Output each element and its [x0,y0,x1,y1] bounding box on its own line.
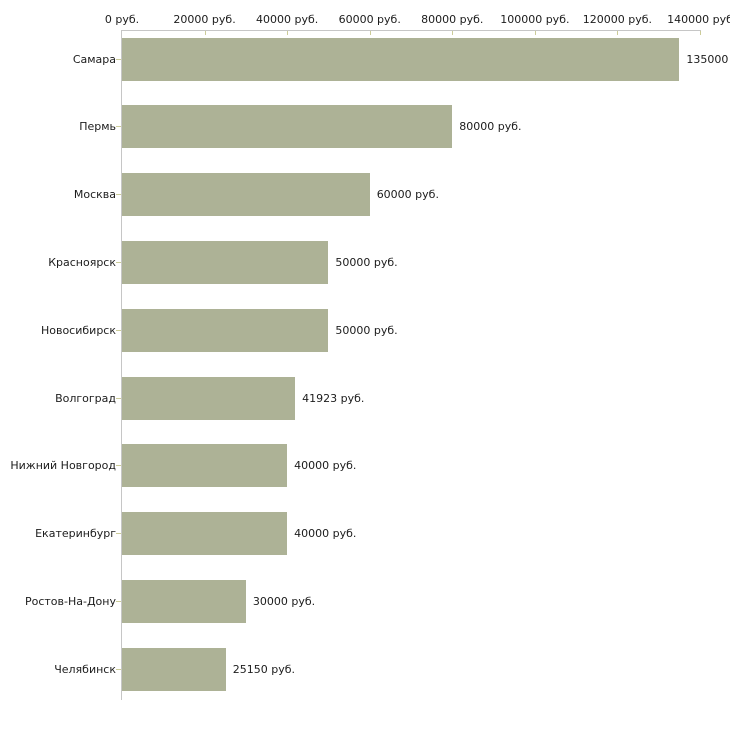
x-axis-tick-mark [535,31,536,35]
category-tick-mark [116,58,121,60]
category-label: Красноярск [48,255,116,269]
value-label: 135000 [686,52,729,66]
bar-row: Екатеринбург 40000 руб. [0,512,730,556]
x-axis-tick-label: 120000 руб. [582,13,653,26]
bar-row: Красноярск 50000 руб. [0,240,730,284]
x-axis-tick-mark [452,31,453,35]
value-label: 50000 руб. [335,255,398,269]
x-axis-tick-mark [700,31,701,35]
category-label: Ростов-На-Дону [24,595,116,609]
bar-Волгоград [122,376,296,420]
category-tick-mark [116,601,121,603]
x-axis-tick-mark [205,31,206,35]
value-label: 40000 руб. [294,527,357,541]
value-label: 50000 руб. [335,323,398,337]
category-tick-mark [116,668,121,670]
bar-row: Самара 135000 [0,37,730,81]
category-tick-mark [116,533,121,535]
category-tick-mark [116,194,121,196]
category-tick-mark [116,126,121,128]
bar-row: Челябинск 25150 руб. [0,647,730,691]
category-label: Новосибирск [40,323,116,337]
category-tick-mark [116,397,121,399]
bar-row: Пермь 80000 руб. [0,105,730,149]
y-axis-line [121,30,122,700]
x-axis-tick-label: 140000 руб [667,13,730,26]
category-label: Волгоград [55,391,116,405]
x-axis-tick-label: 100000 руб. [500,13,570,26]
bar-Самара [122,37,680,81]
x-axis-tick-label: 80000 руб. [421,13,484,26]
x-axis-tick-label: 40000 руб. [256,13,319,26]
x-axis-tick-mark [370,31,371,35]
bar-Красноярск [122,240,329,284]
value-label: 40000 руб. [294,459,357,473]
x-axis-tick-label: 0 руб. [104,13,140,26]
category-label: Москва [73,188,116,202]
x-axis-tick-label: 20000 руб. [173,13,236,26]
bar-row: Москва 60000 руб. [0,173,730,217]
value-label: 41923 руб. [302,391,365,405]
bar-row: Новосибирск 50000 руб. [0,308,730,352]
category-tick-mark [116,329,121,331]
value-label: 60000 руб. [376,188,439,202]
value-label: 30000 руб. [252,595,316,609]
bar-row: Ростов-На-Дону 30000 руб. [0,580,730,624]
category-tick-mark [116,261,121,263]
category-label: Нижний Новгород [10,459,116,473]
category-label: Пермь [79,120,116,134]
category-label: Челябинск [54,662,116,676]
bar-row: Волгоград 41923 руб. [0,376,730,420]
category-label: Самара [72,52,116,66]
value-label: 25150 руб. [232,662,296,676]
bar-Ростов-На-Дону [122,580,246,624]
value-label: 80000 руб. [459,120,522,134]
x-axis-tick-label: 60000 руб. [338,13,401,26]
x-axis-tick-mark [287,31,288,35]
bar-Нижний Новгород [122,444,288,488]
category-tick-mark [116,465,121,467]
category-label: Екатеринбург [35,527,116,541]
bar-row: Нижний Новгород 40000 руб. [0,444,730,488]
bar-Екатеринбург [122,512,288,556]
x-axis-line [121,30,701,31]
x-axis-tick-mark [617,31,618,35]
bar-Новосибирск [122,308,329,352]
bar-Пермь [122,105,453,149]
bar-Москва [122,173,370,217]
bar-Челябинск [122,647,226,691]
